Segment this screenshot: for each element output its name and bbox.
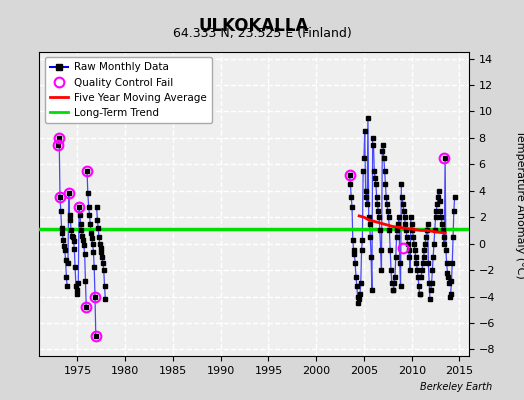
Legend: Raw Monthly Data, Quality Control Fail, Five Year Moving Average, Long-Term Tren: Raw Monthly Data, Quality Control Fail, … <box>45 57 212 123</box>
Text: 64.333 N, 23.525 E (Finland): 64.333 N, 23.525 E (Finland) <box>172 28 352 40</box>
Y-axis label: Temperature Anomaly (°C): Temperature Anomaly (°C) <box>515 130 524 278</box>
Text: Berkeley Earth: Berkeley Earth <box>420 382 493 392</box>
Title: ULKOKALLA: ULKOKALLA <box>199 17 309 35</box>
